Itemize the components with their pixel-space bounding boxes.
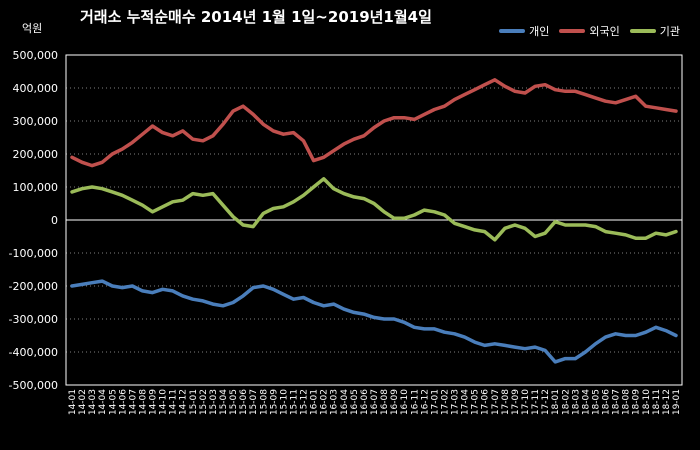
x-tick-label: 14-01	[68, 389, 78, 415]
y-unit-label: 억원	[22, 22, 43, 35]
series-line-1	[70, 78, 678, 168]
x-tick-label: 15-12	[300, 389, 310, 415]
x-tick-label: 14-12	[179, 389, 189, 415]
x-tick-label: 16-07	[370, 389, 380, 415]
x-tick-label: 14-02	[78, 389, 88, 415]
x-tick-label: 15-01	[189, 389, 199, 415]
x-tick-label: 16-09	[390, 389, 400, 415]
x-tick-label: 18-08	[622, 389, 632, 415]
series-line-2	[70, 177, 678, 242]
y-tick-label: -200,000	[9, 280, 58, 293]
x-tick-label: 18-02	[561, 389, 571, 415]
x-tick-label: 17-07	[491, 389, 501, 415]
legend-label-foreign: 외국인	[589, 25, 620, 38]
x-tick-label: 14-04	[98, 389, 108, 415]
x-tick-label: 18-05	[591, 389, 601, 415]
x-tick-label: 15-07	[249, 389, 259, 415]
x-tick-label: 15-11	[289, 389, 299, 415]
series-line-0	[70, 279, 678, 364]
x-tick-label: 17-02	[440, 389, 450, 415]
x-tick-label: 15-05	[229, 389, 239, 415]
x-tick-label: 14-10	[159, 389, 169, 415]
legend-swatch-institution	[629, 29, 656, 33]
x-tick-label: 16-12	[420, 389, 430, 415]
x-tick-label: 17-06	[481, 389, 491, 415]
x-tick-label: 16-10	[400, 389, 410, 415]
y-tick-label: 500,000	[13, 49, 59, 62]
legend-swatch-foreign	[559, 29, 586, 33]
x-tick-label: 14-05	[108, 389, 118, 415]
x-tick-label: 15-03	[209, 389, 219, 415]
x-tick-label: 14-08	[138, 389, 148, 415]
legend-label-individual: 개인	[529, 25, 550, 38]
y-tick-label: 400,000	[13, 82, 59, 95]
x-tick-label: 14-07	[128, 389, 138, 415]
x-tick-label: 14-09	[149, 389, 159, 415]
legend-swatch-individual	[499, 29, 526, 33]
y-tick-label: -100,000	[9, 247, 58, 260]
x-tick-label: 18-12	[662, 389, 672, 415]
y-tick-label: 200,000	[13, 148, 59, 161]
x-tick-label: 17-08	[501, 389, 511, 415]
x-tick-label: 16-06	[360, 389, 370, 415]
x-tick-label: 16-08	[380, 389, 390, 415]
legend-label-institution: 기관	[659, 25, 680, 38]
x-tick-label: 14-06	[118, 389, 128, 415]
x-tick-label: 15-04	[219, 389, 229, 415]
x-tick-label: 16-03	[330, 389, 340, 415]
x-tick-label: 14-03	[88, 389, 98, 415]
x-tick-label: 17-11	[531, 389, 541, 415]
x-tick-label: 16-05	[350, 389, 360, 415]
x-tick-label: 18-01	[551, 389, 561, 415]
x-tick-label: 18-10	[642, 389, 652, 415]
y-tick-label: -300,000	[9, 313, 58, 326]
x-tick-label: 18-09	[632, 389, 642, 415]
x-tick-label: 15-10	[279, 389, 289, 415]
x-tick-label: 17-10	[521, 389, 531, 415]
x-tick-label: 16-02	[320, 389, 330, 415]
x-tick-label: 18-06	[602, 389, 612, 415]
legend-item-foreign: 외국인	[559, 23, 620, 39]
x-tick-label: 18-04	[581, 389, 591, 415]
x-tick-label: 15-02	[199, 389, 209, 415]
y-tick-label: -400,000	[9, 346, 58, 359]
x-tick-label: 17-04	[461, 389, 471, 415]
x-tick-label: 18-11	[652, 389, 662, 415]
x-tick-label: 14-11	[169, 389, 179, 415]
x-tick-label: 16-11	[410, 389, 420, 415]
y-tick-label: -500,000	[9, 379, 58, 392]
x-tick-label: 15-08	[259, 389, 269, 415]
legend-item-institution: 기관	[629, 23, 680, 39]
chart-title: 거래소 누적순매수 2014년 1월 1일~2019년1월4일	[80, 8, 432, 26]
y-tick-label: 100,000	[13, 181, 59, 194]
x-tick-label: 16-01	[310, 389, 320, 415]
y-tick-label: 300,000	[13, 115, 59, 128]
x-tick-label: 16-04	[340, 389, 350, 415]
legend: 개인 외국인 기관	[499, 23, 680, 39]
x-tick-label: 17-09	[511, 389, 521, 415]
y-tick-label: 0	[51, 214, 58, 227]
x-tick-label: 15-09	[269, 389, 279, 415]
x-tick-label: 17-01	[430, 389, 440, 415]
x-tick-label: 17-03	[451, 389, 461, 415]
x-tick-label: 18-07	[612, 389, 622, 415]
x-tick-label: 15-06	[239, 389, 249, 415]
x-tick-label: 17-12	[541, 389, 551, 415]
legend-item-individual: 개인	[499, 23, 549, 39]
x-tick-label: 17-05	[471, 389, 481, 415]
x-tick-label: 19-01	[672, 389, 682, 415]
x-tick-label: 18-03	[571, 389, 581, 415]
